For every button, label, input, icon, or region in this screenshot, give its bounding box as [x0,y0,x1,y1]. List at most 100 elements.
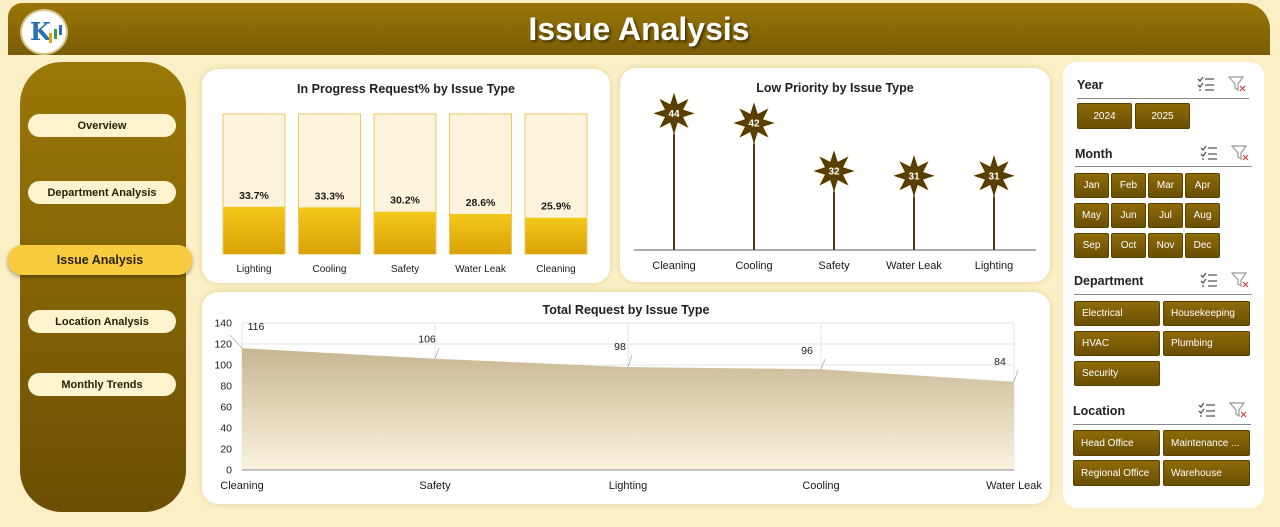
nav-monthly-trends-button[interactable]: Monthly Trends [28,373,176,396]
total-request-chart-card: Total Request by Issue Type 0 20 40 60 80 100… [202,292,1050,504]
low-priority-star-marker[interactable] [733,102,775,144]
month-chip-mar[interactable]: Mar [1148,173,1183,198]
total-request-y-tick: 20 [220,444,232,456]
month-chip-may[interactable]: May [1074,203,1109,228]
low-priority-star-marker[interactable] [653,93,695,134]
multi-select-icon[interactable] [1197,76,1215,92]
total-request-data-label: 116 [248,321,265,333]
month-chip-sep[interactable]: Sep [1074,233,1109,258]
in-progress-bar[interactable] [299,207,360,254]
total-request-category-label: Safety [419,480,451,492]
low-priority-data-label: 44 [668,109,680,120]
total-request-leader-line [820,359,826,370]
multi-select-icon[interactable] [1200,145,1218,161]
in-progress-category-label: Lighting [236,264,271,275]
in-progress-chart-title: In Progress Request% by Issue Type [297,82,515,96]
location-chip-maintenance[interactable]: Maintenance ... [1163,430,1250,456]
total-request-data-label: 106 [418,334,436,346]
clear-filter-icon[interactable] [1231,145,1249,161]
year-slicer-divider [1077,98,1249,99]
low-priority-star-marker[interactable] [893,155,935,197]
location-slicer-title: Location [1073,404,1126,418]
low-priority-category-label: Safety [818,260,850,272]
low-priority-category-label: Cleaning [652,260,695,272]
multi-select-icon[interactable] [1198,402,1216,418]
year-slicer-title: Year [1077,78,1104,92]
location-chip-regional-office[interactable]: Regional Office [1073,460,1160,486]
month-chip-jun[interactable]: Jun [1111,203,1146,228]
year-chip-2024[interactable]: 2024 [1077,103,1132,129]
month-chip-dec[interactable]: Dec [1185,233,1220,258]
month-chip-jan[interactable]: Jan [1074,173,1109,198]
total-request-data-label: 84 [994,356,1006,368]
clear-filter-icon[interactable] [1231,272,1249,288]
location-chip-head-office[interactable]: Head Office [1073,430,1160,456]
total-request-leader-line [1013,369,1019,382]
in-progress-chart: 33.7% Lighting 33.3% Cooling 30.2% Safety 28.6… [222,113,588,275]
multi-select-icon[interactable] [1200,272,1218,288]
total-request-y-tick: 120 [214,339,232,351]
nav-issue-analysis-button[interactable]: Issue Analysis [8,245,192,275]
in-progress-bar[interactable] [223,206,285,254]
total-request-category-label: Water Leak [986,480,1042,492]
department-chip-security[interactable]: Security [1074,361,1160,386]
in-progress-category-label: Cleaning [536,264,575,275]
low-priority-chart: 44 Cleaning 42 Cooling 32 Safety 31 Water Leak 3… [634,91,1036,272]
month-slicer-title: Month [1075,147,1113,161]
in-progress-data-label: 33.3% [315,190,345,202]
department-chip-housekeeping[interactable]: Housekeeping [1163,301,1250,326]
total-request-data-label: 98 [614,341,626,353]
department-slicer-divider [1074,294,1252,295]
in-progress-data-label: 28.6% [466,197,496,209]
total-request-y-tick: 40 [220,423,232,435]
low-priority-data-label: 32 [828,167,840,178]
total-request-chart-title: Total Request by Issue Type [542,303,710,317]
department-chip-plumbing[interactable]: Plumbing [1163,331,1250,356]
in-progress-category-label: Water Leak [455,264,507,275]
nav-department-analysis-button[interactable]: Department Analysis [28,181,176,204]
page-title: Issue Analysis [528,11,750,47]
nav-location-analysis-button[interactable]: Location Analysis [28,310,176,333]
month-chip-aug[interactable]: Aug [1185,203,1220,228]
total-request-leader-line [229,334,243,349]
low-priority-star-marker[interactable] [813,150,855,192]
low-priority-chart-card: Low Priority by Issue Type 44 Cleaning 42 C… [620,68,1050,282]
low-priority-star-marker[interactable] [973,155,1015,197]
in-progress-category-label: Safety [391,264,419,275]
clear-filter-icon[interactable] [1229,402,1247,418]
in-progress-data-label: 25.9% [541,201,571,213]
month-chip-apr[interactable]: Apr [1185,173,1220,198]
total-request-y-tick: 80 [220,381,232,393]
total-request-category-label: Lighting [609,480,648,492]
header-bar: K Issue Analysis [8,3,1270,55]
sidebar-nav: Overview Department Analysis Issue Analy… [8,62,192,512]
clear-filter-icon[interactable] [1228,76,1246,92]
in-progress-bar[interactable] [525,217,587,254]
nav-overview-button[interactable]: Overview [28,114,176,137]
total-request-category-label: Cleaning [220,480,263,492]
slicer-panel: Year 2024 2025 Month Jan Feb Mar Apr May Jun J… [1063,62,1264,508]
total-request-y-tick: 100 [214,360,232,372]
location-slicer-divider [1073,424,1251,425]
total-request-leader-line [434,347,440,359]
in-progress-chart-card: In Progress Request% by Issue Type 33.7%… [202,69,610,283]
year-chip-2025[interactable]: 2025 [1135,103,1190,129]
month-chip-jul[interactable]: Jul [1148,203,1183,228]
department-chip-hvac[interactable]: HVAC [1074,331,1160,356]
low-priority-data-label: 42 [748,119,760,130]
in-progress-data-label: 30.2% [390,195,420,207]
month-chip-feb[interactable]: Feb [1111,173,1146,198]
total-request-category-label: Cooling [802,480,839,492]
total-request-area[interactable] [242,348,1014,470]
low-priority-chart-title: Low Priority by Issue Type [756,81,914,95]
month-chip-oct[interactable]: Oct [1111,233,1146,258]
in-progress-bar[interactable] [450,213,511,254]
in-progress-category-label: Cooling [313,264,347,275]
low-priority-category-label: Water Leak [886,260,942,272]
low-priority-category-label: Cooling [735,260,772,272]
department-chip-electrical[interactable]: Electrical [1074,301,1160,326]
total-request-chart: 0 20 40 60 80 100 120 140 116 Cleaning 106 Safety 98… [214,318,1042,493]
location-chip-warehouse[interactable]: Warehouse [1163,460,1250,486]
in-progress-bar[interactable] [374,211,436,254]
month-chip-nov[interactable]: Nov [1148,233,1183,258]
